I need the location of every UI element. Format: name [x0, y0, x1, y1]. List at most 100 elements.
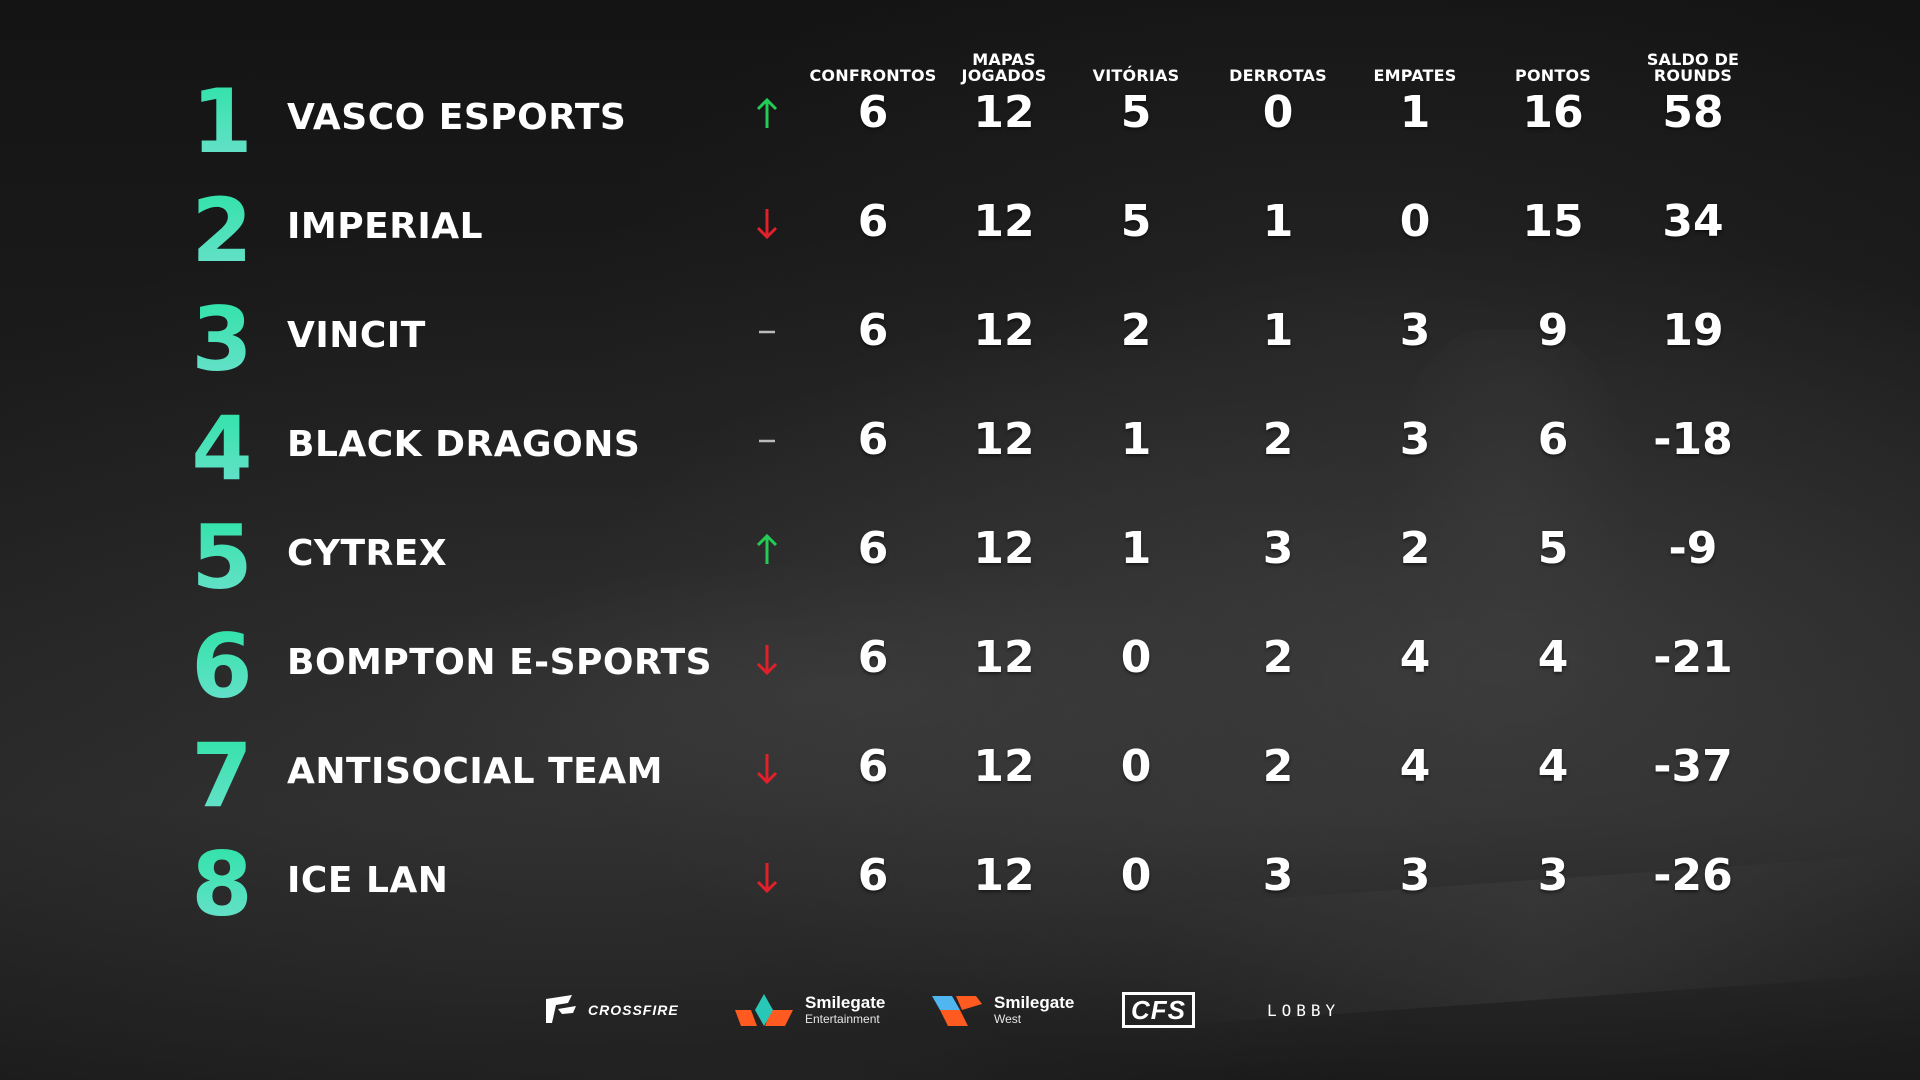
stat-empates: 4: [1399, 741, 1431, 792]
stat-empates: 3: [1399, 850, 1431, 901]
stat-vitorias: 5: [1120, 87, 1152, 138]
table-row: 6 BOMPTON E-SPORTS 6 12 0 2 4 4 -21: [0, 619, 1920, 719]
smilegate-entertainment-logo: Smilegate Entertainment: [735, 980, 885, 1040]
rank-number: 6: [186, 623, 258, 711]
stat-mapas-jogados: 12: [973, 850, 1035, 901]
stat-pontos: 4: [1537, 741, 1569, 792]
stat-derrotas: 2: [1262, 414, 1294, 465]
stat-mapas-jogados: 12: [973, 196, 1035, 247]
table-row: 3 VINCIT 6 12 2 1 3 9 19: [0, 292, 1920, 392]
table-row: 4 BLACK DRAGONS 6 12 1 2 3 6 -18: [0, 401, 1920, 501]
stat-empates: 4: [1399, 632, 1431, 683]
team-name: ICE LAN: [287, 860, 449, 901]
smilegate-icon: [735, 994, 793, 1026]
cfs-wordmark: CFS: [1122, 992, 1195, 1028]
stat-pontos: 9: [1537, 305, 1569, 356]
stat-empates: 1: [1399, 87, 1431, 138]
stat-pontos: 5: [1537, 523, 1569, 574]
stat-saldo: -18: [1653, 414, 1733, 465]
stat-vitorias: 5: [1120, 196, 1152, 247]
stat-vitorias: 0: [1120, 632, 1152, 683]
table-row: 5 CYTREX 6 12 1 3 2 5 -9: [0, 510, 1920, 610]
arrow-down-icon: [752, 205, 782, 241]
stat-mapas-jogados: 12: [973, 632, 1035, 683]
table-row: 8 ICE LAN 6 12 0 3 3 3 -26: [0, 837, 1920, 937]
stat-confrontos: 6: [857, 414, 889, 465]
header-saldo-de-rounds: SALDO DE ROUNDS: [1646, 50, 1740, 85]
stat-saldo: 58: [1662, 87, 1724, 138]
arrow-down-icon: [752, 859, 782, 895]
smilegate-west-sub: West: [994, 1012, 1022, 1026]
smilegate-entertainment-name: Smilegate: [805, 993, 886, 1012]
stat-pontos: 15: [1522, 196, 1584, 247]
rank-number: 8: [186, 841, 258, 929]
stat-saldo: -37: [1653, 741, 1733, 792]
dash-icon: [752, 423, 782, 459]
team-name: CYTREX: [287, 533, 448, 574]
arrow-down-icon: [752, 750, 782, 786]
stat-empates: 2: [1399, 523, 1431, 574]
cfs-logo: CFS: [1122, 980, 1195, 1040]
team-name: ANTISOCIAL TEAM: [287, 751, 663, 792]
rank-number: 2: [186, 187, 258, 275]
header-pontos: PONTOS: [1515, 66, 1591, 85]
stat-mapas-jogados: 12: [973, 305, 1035, 356]
dash-icon: [752, 314, 782, 350]
stat-empates: 3: [1399, 414, 1431, 465]
team-name: BLACK DRAGONS: [287, 424, 641, 465]
table-row: 1 VASCO ESPORTS 6 12 5 0 1 16 58: [0, 74, 1920, 174]
stat-confrontos: 6: [857, 523, 889, 574]
stat-confrontos: 6: [857, 850, 889, 901]
arrow-down-icon: [752, 641, 782, 677]
crossfire-logo: CROSSFIRE: [542, 980, 679, 1040]
stat-vitorias: 1: [1120, 523, 1152, 574]
stat-derrotas: 1: [1262, 196, 1294, 247]
stat-empates: 0: [1399, 196, 1431, 247]
stat-pontos: 6: [1537, 414, 1569, 465]
crossfire-icon: [546, 995, 576, 1023]
arrow-up-icon: [752, 96, 782, 132]
arrow-up-icon: [752, 532, 782, 568]
team-name: VASCO ESPORTS: [287, 97, 627, 138]
header-derrotas: DERROTAS: [1229, 66, 1327, 85]
stat-mapas-jogados: 12: [973, 414, 1035, 465]
smilegate-west-logo: Smilegate West: [932, 980, 1074, 1040]
crossfire-wordmark: CROSSFIRE: [588, 1002, 679, 1018]
team-name: BOMPTON E-SPORTS: [287, 642, 713, 683]
rank-number: 5: [186, 514, 258, 602]
stat-derrotas: 0: [1262, 87, 1294, 138]
stat-saldo: 34: [1662, 196, 1724, 247]
smilegate-west-icon: [932, 996, 982, 1026]
stat-saldo: 19: [1662, 305, 1724, 356]
team-name: IMPERIAL: [287, 206, 484, 247]
stat-confrontos: 6: [857, 196, 889, 247]
rank-number: 7: [186, 732, 258, 820]
smilegate-west-name: Smilegate: [994, 993, 1075, 1012]
stat-saldo: -26: [1653, 850, 1733, 901]
stat-derrotas: 3: [1262, 850, 1294, 901]
stat-vitorias: 1: [1120, 414, 1152, 465]
stat-confrontos: 6: [857, 87, 889, 138]
stat-confrontos: 6: [857, 632, 889, 683]
stat-pontos: 16: [1522, 87, 1584, 138]
team-name: VINCIT: [287, 315, 426, 356]
header-empates: EMPATES: [1373, 66, 1457, 85]
stat-mapas-jogados: 12: [973, 87, 1035, 138]
stat-vitorias: 0: [1120, 850, 1152, 901]
header-vitorias: VITÓRIAS: [1092, 66, 1180, 85]
stat-pontos: 3: [1537, 850, 1569, 901]
stat-vitorias: 2: [1120, 305, 1152, 356]
table-row: 2 IMPERIAL 6 12 5 1 0 15 34: [0, 183, 1920, 283]
stat-derrotas: 1: [1262, 305, 1294, 356]
rank-number: 1: [186, 78, 258, 166]
smilegate-entertainment-sub: Entertainment: [805, 1012, 880, 1026]
stat-mapas-jogados: 12: [973, 741, 1035, 792]
stat-derrotas: 2: [1262, 741, 1294, 792]
table-row: 7 ANTISOCIAL TEAM 6 12 0 2 4 4 -37: [0, 728, 1920, 828]
stat-pontos: 4: [1537, 632, 1569, 683]
stat-saldo: -9: [1668, 523, 1718, 574]
sponsor-bar: CROSSFIRE Smilegate Entertainment Smileg…: [0, 980, 1920, 1040]
stat-mapas-jogados: 12: [973, 523, 1035, 574]
header-mapas-jogados: MAPAS JOGADOS: [961, 50, 1047, 85]
stat-derrotas: 3: [1262, 523, 1294, 574]
